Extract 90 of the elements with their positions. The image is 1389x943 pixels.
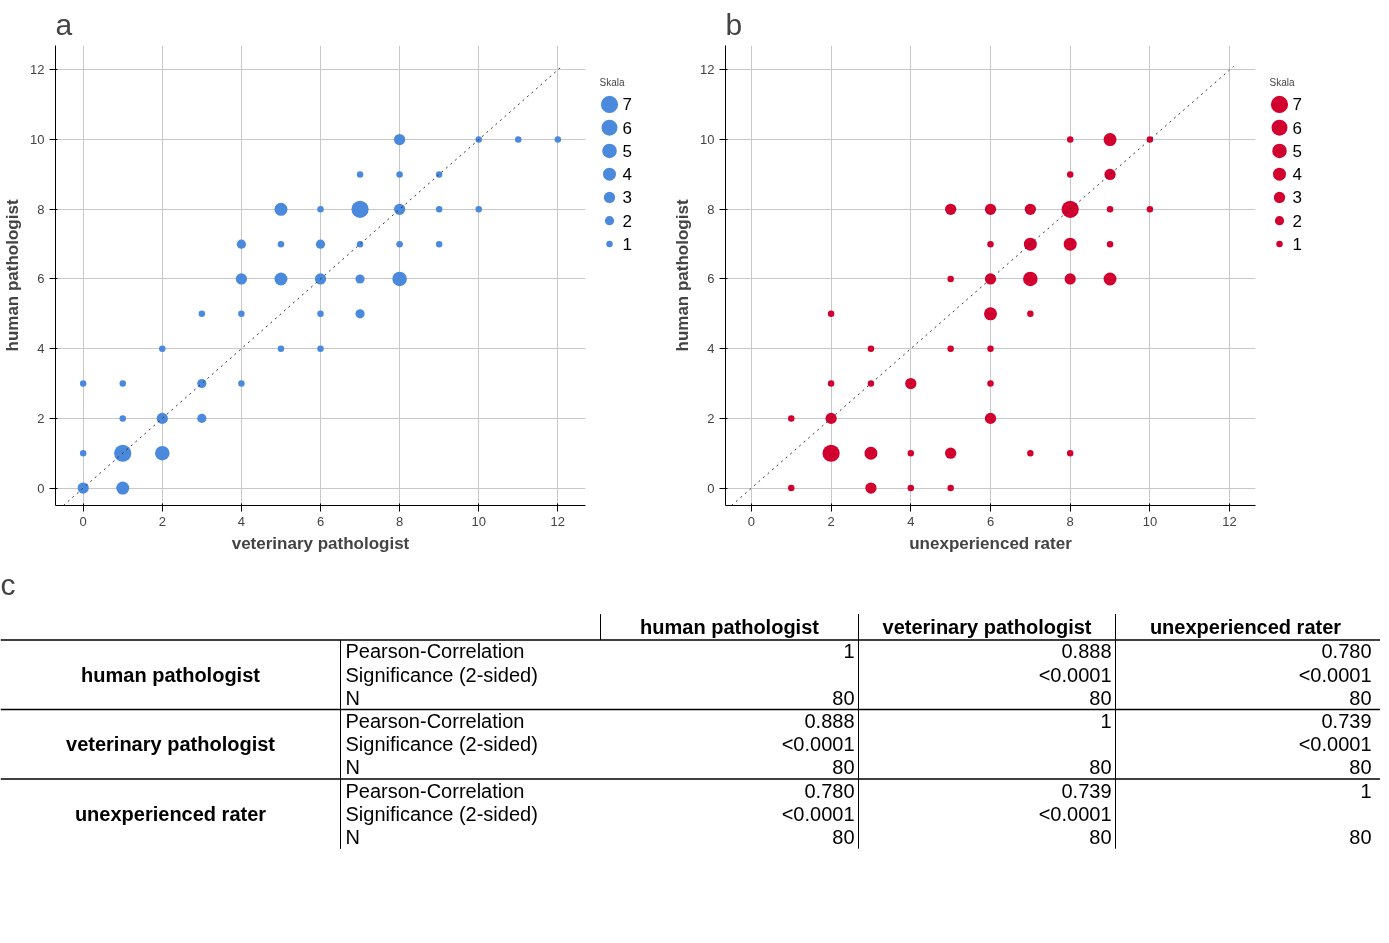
text: <0.0001 <box>1038 663 1112 686</box>
legend-label: 2 <box>1292 211 1302 231</box>
x-tick-label: 2 <box>158 513 166 529</box>
text: c <box>0 567 16 601</box>
text: 1 <box>843 640 855 663</box>
category-label: Pearson-Correlation <box>345 710 525 733</box>
text: 0.780 <box>1321 640 1372 663</box>
text: 80 <box>1089 826 1112 849</box>
text: 80 <box>832 686 855 709</box>
legend-title: Skala <box>599 77 625 89</box>
y-axis-title: human pathologist <box>673 199 693 352</box>
y-tick-label: 12 <box>700 62 715 78</box>
text: 80 <box>1089 756 1112 779</box>
y-tick-label: 2 <box>707 410 715 426</box>
y-tick-label: 8 <box>707 201 715 217</box>
text: 80 <box>1089 686 1112 709</box>
text: 80 <box>1349 826 1372 849</box>
legend-label: 3 <box>1292 188 1302 208</box>
legend-label: 6 <box>1292 118 1302 138</box>
text: <0.0001 <box>781 733 855 756</box>
x-tick-label: 8 <box>395 513 404 529</box>
y-tick-label: 6 <box>707 271 715 287</box>
y-tick-label: 0 <box>707 480 715 496</box>
text: 80 <box>1349 686 1372 709</box>
legend-label: 4 <box>622 165 632 185</box>
legend-label: 6 <box>622 118 632 138</box>
legend-label: 5 <box>622 141 632 161</box>
category-label: N <box>345 686 360 709</box>
category-label: unexperienced rater <box>74 802 267 825</box>
legend-label: 4 <box>1292 165 1302 185</box>
legend-label: 3 <box>622 188 632 208</box>
text: 80 <box>832 826 855 849</box>
text: 0.888 <box>1061 640 1112 663</box>
x-tick-label: 6 <box>316 513 325 529</box>
chart-title: b <box>725 7 743 41</box>
legend-label: 1 <box>1292 234 1302 254</box>
legend-label: 5 <box>1292 141 1302 161</box>
y-tick-label: 8 <box>37 201 45 217</box>
x-axis-title: veterinary pathologist <box>231 533 410 553</box>
y-tick-label: 2 <box>37 410 45 426</box>
category-label: Significance (2-sided) <box>345 663 538 686</box>
x-tick-label: 0 <box>747 513 756 529</box>
legend-label: 1 <box>622 234 632 254</box>
legend-label: 2 <box>622 211 632 231</box>
category-label: N <box>345 756 360 779</box>
text: <0.0001 <box>1298 663 1372 686</box>
text: <0.0001 <box>1298 733 1372 756</box>
y-tick-label: 12 <box>30 62 45 78</box>
text: <0.0001 <box>1038 802 1112 825</box>
text: 1 <box>1360 779 1372 802</box>
text: 0.780 <box>804 779 855 802</box>
x-tick-label: 2 <box>827 513 835 529</box>
text: 0.739 <box>1061 779 1112 802</box>
category-label: unexperienced rater <box>1149 615 1342 638</box>
x-tick-label: 12 <box>1222 513 1237 529</box>
x-tick-label: 12 <box>550 513 566 529</box>
category-label: human pathologist <box>640 615 820 638</box>
y-tick-label: 0 <box>37 480 45 496</box>
text: 0.739 <box>1321 710 1372 733</box>
y-tick-label: 6 <box>37 271 45 287</box>
category-label: veterinary pathologist <box>66 733 275 756</box>
chart-title: a <box>55 7 73 41</box>
x-tick-label: 0 <box>79 513 87 529</box>
category-label: veterinary pathologist <box>882 615 1092 638</box>
y-tick-label: 4 <box>37 341 45 357</box>
text: 1 <box>1100 710 1112 733</box>
legend-label: 7 <box>622 95 632 115</box>
y-tick-label: 10 <box>700 132 715 148</box>
legend-label: 7 <box>1292 95 1302 115</box>
category-label: Pearson-Correlation <box>345 779 525 802</box>
legend-title: Skala <box>1269 77 1295 89</box>
y-tick-label: 4 <box>707 341 715 357</box>
category-label: human pathologist <box>81 663 260 686</box>
text: 0.888 <box>804 710 855 733</box>
category-label: N <box>345 826 360 849</box>
x-tick-label: 4 <box>907 513 915 529</box>
category-label: Pearson-Correlation <box>345 640 525 663</box>
category-label: Significance (2-sided) <box>345 802 538 825</box>
category-label: Significance (2-sided) <box>345 733 538 756</box>
text: <0.0001 <box>781 802 855 825</box>
x-tick-label: 6 <box>986 513 995 529</box>
text: 80 <box>832 756 855 779</box>
x-axis-title: unexperienced rater <box>909 533 1073 553</box>
x-tick-label: 8 <box>1066 513 1074 529</box>
text: 80 <box>1349 756 1372 779</box>
x-tick-label: 4 <box>237 513 246 529</box>
x-tick-label: 10 <box>471 513 486 529</box>
y-tick-label: 10 <box>30 132 45 148</box>
x-tick-label: 10 <box>1142 513 1158 529</box>
y-axis-title: human pathologist <box>3 199 23 352</box>
